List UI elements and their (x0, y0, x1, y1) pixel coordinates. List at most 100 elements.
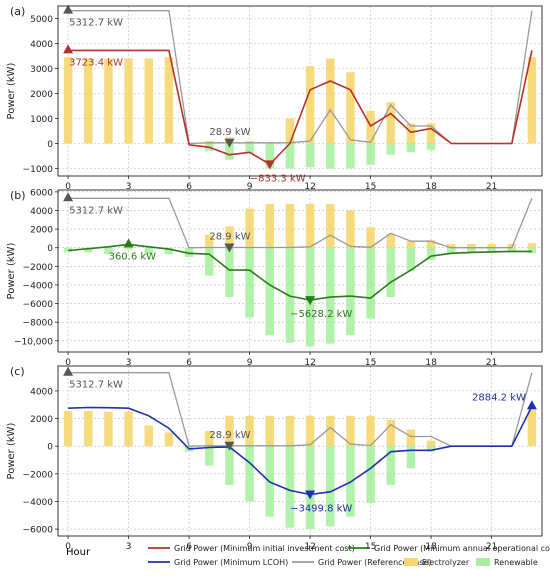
x-tick-label: 18 (425, 358, 437, 368)
electrolyzer-bar (205, 234, 214, 248)
electrolyzer-bar (265, 415, 274, 447)
panel-label: (b) (10, 189, 26, 202)
renewable-bar (426, 247, 436, 260)
electrolyzer-bar (164, 432, 174, 447)
electrolyzer-bar (386, 102, 395, 144)
electrolyzer-bar (346, 72, 355, 144)
x-tick-label: 0 (65, 358, 71, 368)
y-tick-label: 4000 (30, 207, 53, 217)
electrolyzer-bar (104, 58, 113, 144)
y-tick-label: −6000 (23, 300, 54, 310)
legend: Grid Power (Minimum initial investment c… (148, 544, 550, 567)
series-line (68, 49, 533, 166)
series-line (68, 10, 533, 145)
renewable-bar (527, 247, 537, 254)
electrolyzer-bar (84, 410, 93, 447)
electrolyzer-bar (426, 240, 436, 248)
electrolyzer-bar (245, 208, 254, 248)
y-tick-label: −4000 (23, 498, 54, 508)
annotation-marker (63, 366, 74, 376)
panel-1: 5312.7 kW 3723.4 kW 28.9 kW −833.3 kW −1000 0… (6, 4, 543, 192)
x-tick-label: 3 (126, 182, 132, 192)
renewable-bar (326, 143, 335, 169)
renewable-bar (406, 247, 416, 271)
x-tick-label: 9 (247, 542, 253, 552)
x-tick-label: 21 (486, 182, 497, 192)
renewable-bar (386, 143, 395, 155)
electrolyzer-bar (366, 111, 375, 144)
y-tick-label: −8000 (23, 319, 54, 329)
electrolyzer-bar (426, 440, 436, 447)
panel-2: 5312.7 kW 360.6 kW 28.9 kW −5628.2 kW −10,00… (6, 188, 543, 368)
renewable-bar (366, 143, 375, 165)
x-tick-label: 6 (186, 182, 192, 192)
electrolyzer-bar (447, 244, 456, 248)
y-tick-label: 5000 (30, 15, 53, 25)
electrolyzer-bar (225, 415, 234, 447)
electrolyzer-bar (346, 415, 355, 447)
renewable-bar (406, 143, 416, 153)
x-tick-label: 9 (247, 182, 253, 192)
electrolyzer-bar (386, 419, 395, 447)
y-tick-label: −4000 (23, 281, 54, 291)
y-tick-label: −1000 (23, 165, 54, 175)
y-tick-label: 0 (47, 443, 53, 453)
electrolyzer-bar (467, 244, 476, 248)
annotation-label: −833.3 kW (250, 173, 306, 184)
annotation-marker (224, 138, 235, 148)
panel-3: 5312.7 kW 28.9 kW −3499.8 kW 2884.2 kW −6000… (6, 365, 543, 552)
electrolyzer-bar (63, 410, 73, 447)
legend-label: Renewable (494, 558, 538, 567)
x-tick-label: 18 (425, 542, 437, 552)
renewable-bar (285, 446, 295, 528)
y-tick-label: 0 (47, 140, 53, 150)
plot-frame (57, 5, 543, 177)
renewable-bar (124, 247, 133, 250)
annotation-marker (224, 441, 235, 451)
electrolyzer-bar (285, 203, 295, 248)
x-tick-label: 6 (186, 542, 192, 552)
electrolyzer-bar (366, 415, 375, 447)
panel-label: (c) (10, 365, 25, 378)
renewable-bar (184, 247, 194, 258)
electrolyzer-bar (527, 243, 537, 248)
x-tick-label: 15 (365, 358, 376, 368)
electrolyzer-bar (386, 233, 395, 248)
annotation-label: 28.9 kW (209, 231, 250, 242)
electrolyzer-bar (305, 415, 315, 447)
electrolyzer-bar (205, 430, 214, 447)
legend-label: Grid Power (Minimum initial investment c… (174, 544, 355, 553)
annotation-marker (63, 4, 74, 14)
series-line (68, 372, 533, 447)
electrolyzer-bar (426, 123, 436, 144)
renewable-bar (245, 143, 254, 154)
x-tick-label: 0 (65, 182, 71, 192)
series-line (68, 405, 533, 496)
annotation-label: 28.9 kW (209, 127, 250, 138)
y-tick-label: 2000 (30, 415, 53, 425)
y-tick-label: 6000 (30, 188, 53, 198)
y-tick-label: 2000 (30, 90, 53, 100)
electrolyzer-bar (144, 425, 153, 447)
annotation-label: 3723.4 kW (69, 57, 123, 68)
renewable-bar (426, 143, 436, 150)
x-tick-label: 12 (304, 182, 315, 192)
y-tick-label: 2000 (30, 226, 53, 236)
renewable-bar (326, 247, 335, 344)
renewable-bar (265, 143, 274, 169)
plot-frame (57, 189, 543, 353)
y-tick-label: −10,000 (14, 337, 53, 347)
plot-frame (57, 365, 543, 537)
annotation-marker (305, 490, 316, 500)
renewable-bar (245, 446, 254, 502)
x-tick-label: 3 (126, 542, 132, 552)
electrolyzer-bar (285, 118, 295, 144)
renewable-bar (305, 143, 315, 168)
annotation-marker (526, 400, 537, 410)
renewable-bar (265, 247, 274, 336)
electrolyzer-bar (124, 58, 133, 144)
renewable-bar (346, 143, 355, 169)
annotation-label: 360.6 kW (109, 251, 157, 262)
